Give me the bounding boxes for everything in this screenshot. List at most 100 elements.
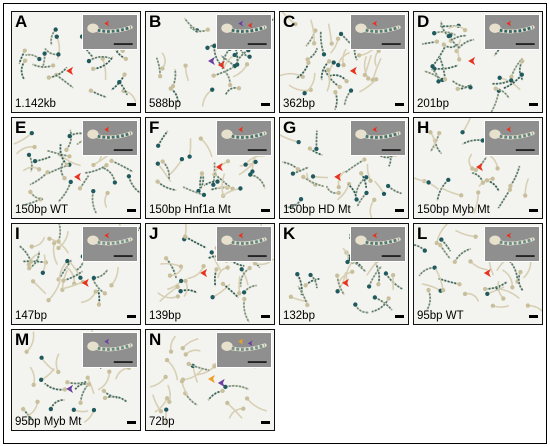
panel-caption: 150bp Myb Mt — [417, 204, 490, 216]
red-arrowhead-icon — [81, 278, 89, 287]
panel-d: D 201bp — [413, 11, 543, 113]
scale-bar — [261, 421, 270, 424]
panel-letter: G — [283, 118, 297, 137]
red-arrowhead-icon — [200, 268, 208, 278]
panel-letter: J — [149, 224, 159, 243]
purple-arrowhead-icon — [217, 378, 225, 388]
panel-caption: 1.142kb — [15, 98, 56, 110]
larvae-photo — [280, 129, 403, 218]
panel-caption: 362bp — [283, 98, 315, 110]
panel-caption: 139bp — [149, 310, 181, 322]
scale-bar — [261, 209, 270, 212]
purple-arrowhead-icon — [208, 56, 215, 66]
panel-h: H 150bp Myb Mt — [413, 117, 543, 219]
red-arrowhead-icon — [372, 20, 378, 27]
red-arrowhead-icon — [247, 22, 253, 29]
red-arrowhead-icon — [506, 20, 512, 27]
panel-i: I 147bp — [11, 223, 141, 325]
scale-bar — [529, 103, 538, 106]
panel-letter: E — [15, 118, 27, 137]
scale-bar — [529, 209, 538, 212]
panel-c: C 362bp — [279, 11, 409, 113]
scale-bar — [395, 103, 404, 106]
scale-bar — [395, 209, 404, 212]
panel-letter: L — [417, 224, 428, 243]
inset-zoom — [350, 14, 406, 50]
inset-zoom — [350, 120, 406, 156]
scale-bar — [395, 315, 404, 318]
inset-zoom — [350, 226, 406, 262]
larvae-photo — [414, 224, 542, 313]
panel-letter: B — [149, 12, 162, 31]
red-arrowhead-icon — [104, 20, 110, 27]
red-arrowhead-icon — [104, 126, 110, 133]
panel-f: F 150bp Hnf1a Mt — [145, 117, 275, 219]
scale-bar — [127, 315, 136, 318]
red-arrowhead-icon — [476, 162, 483, 172]
panel-caption: 95bp WT — [417, 310, 464, 322]
red-arrowhead-icon — [66, 66, 74, 75]
red-arrowhead-icon — [483, 268, 491, 278]
larvae-photo — [414, 118, 529, 214]
panel-b: B 588bp — [145, 11, 275, 113]
red-arrowhead-icon — [74, 172, 81, 181]
red-arrowhead-icon — [349, 66, 357, 75]
orange-arrowhead-icon — [208, 374, 215, 384]
red-arrowhead-icon — [215, 162, 223, 172]
orange-arrowhead-icon — [238, 338, 244, 345]
panel-caption: 150bp WT — [15, 204, 69, 216]
panel-caption: 588bp — [149, 98, 181, 110]
panel-j: J 139bp — [145, 223, 275, 325]
panel-caption: 201bp — [417, 98, 449, 110]
panel-letter: A — [15, 12, 28, 31]
red-arrowhead-icon — [372, 126, 378, 133]
red-arrowhead-icon — [238, 232, 244, 239]
red-arrowhead-icon — [372, 232, 378, 239]
red-arrowhead-icon — [238, 126, 244, 133]
scale-bar — [127, 421, 136, 424]
scale-bar — [261, 103, 270, 106]
inset-zoom — [82, 14, 138, 50]
purple-arrowhead-icon — [66, 384, 74, 393]
inset-zoom — [484, 14, 540, 50]
panel-n: N 72bp — [145, 329, 275, 431]
panel-letter: H — [417, 118, 430, 137]
panel-letter: D — [417, 12, 430, 31]
panel-letter: M — [15, 330, 30, 349]
red-arrowhead-icon — [506, 232, 512, 239]
panel-letter: N — [149, 330, 162, 349]
scale-bar — [127, 209, 136, 212]
inset-zoom — [484, 226, 540, 262]
panel-letter: C — [283, 12, 296, 31]
panel-k: K 132bp — [279, 223, 409, 325]
panel-caption: 147bp — [15, 310, 47, 322]
panel-a: A 1.142kb — [11, 11, 141, 113]
panel-caption: 150bp HD Mt — [283, 204, 351, 216]
larvae-photo — [149, 335, 267, 426]
inset-zoom — [216, 332, 272, 368]
inset-zoom — [82, 120, 138, 156]
panel-letter: F — [149, 118, 160, 137]
scale-bar — [261, 315, 270, 318]
larvae-photo — [13, 129, 140, 214]
red-arrowhead-icon — [342, 278, 349, 287]
inset-zoom — [216, 120, 272, 156]
panel-m: M 95bp Myb Mt — [11, 329, 141, 431]
panel-l: L 95bp WT — [413, 223, 543, 325]
purple-arrowhead-icon — [104, 338, 110, 345]
red-arrowhead-icon — [104, 232, 110, 239]
panel-letter: I — [15, 224, 20, 243]
scale-bar — [529, 315, 538, 318]
scale-bar — [127, 103, 136, 106]
red-arrowhead-icon — [217, 60, 225, 70]
inset-zoom — [82, 226, 138, 262]
red-arrowhead-icon — [506, 126, 512, 133]
panel-caption: 150bp Hnf1a Mt — [149, 204, 231, 216]
inset-zoom — [216, 226, 272, 262]
red-arrowhead-icon — [334, 172, 342, 181]
red-arrowhead-icon — [468, 56, 476, 66]
panel-letter: K — [283, 224, 296, 243]
panel-caption: 132bp — [283, 310, 315, 322]
panel-g: G 150bp HD Mt — [279, 117, 409, 219]
panel-caption: 95bp Myb Mt — [15, 416, 82, 428]
